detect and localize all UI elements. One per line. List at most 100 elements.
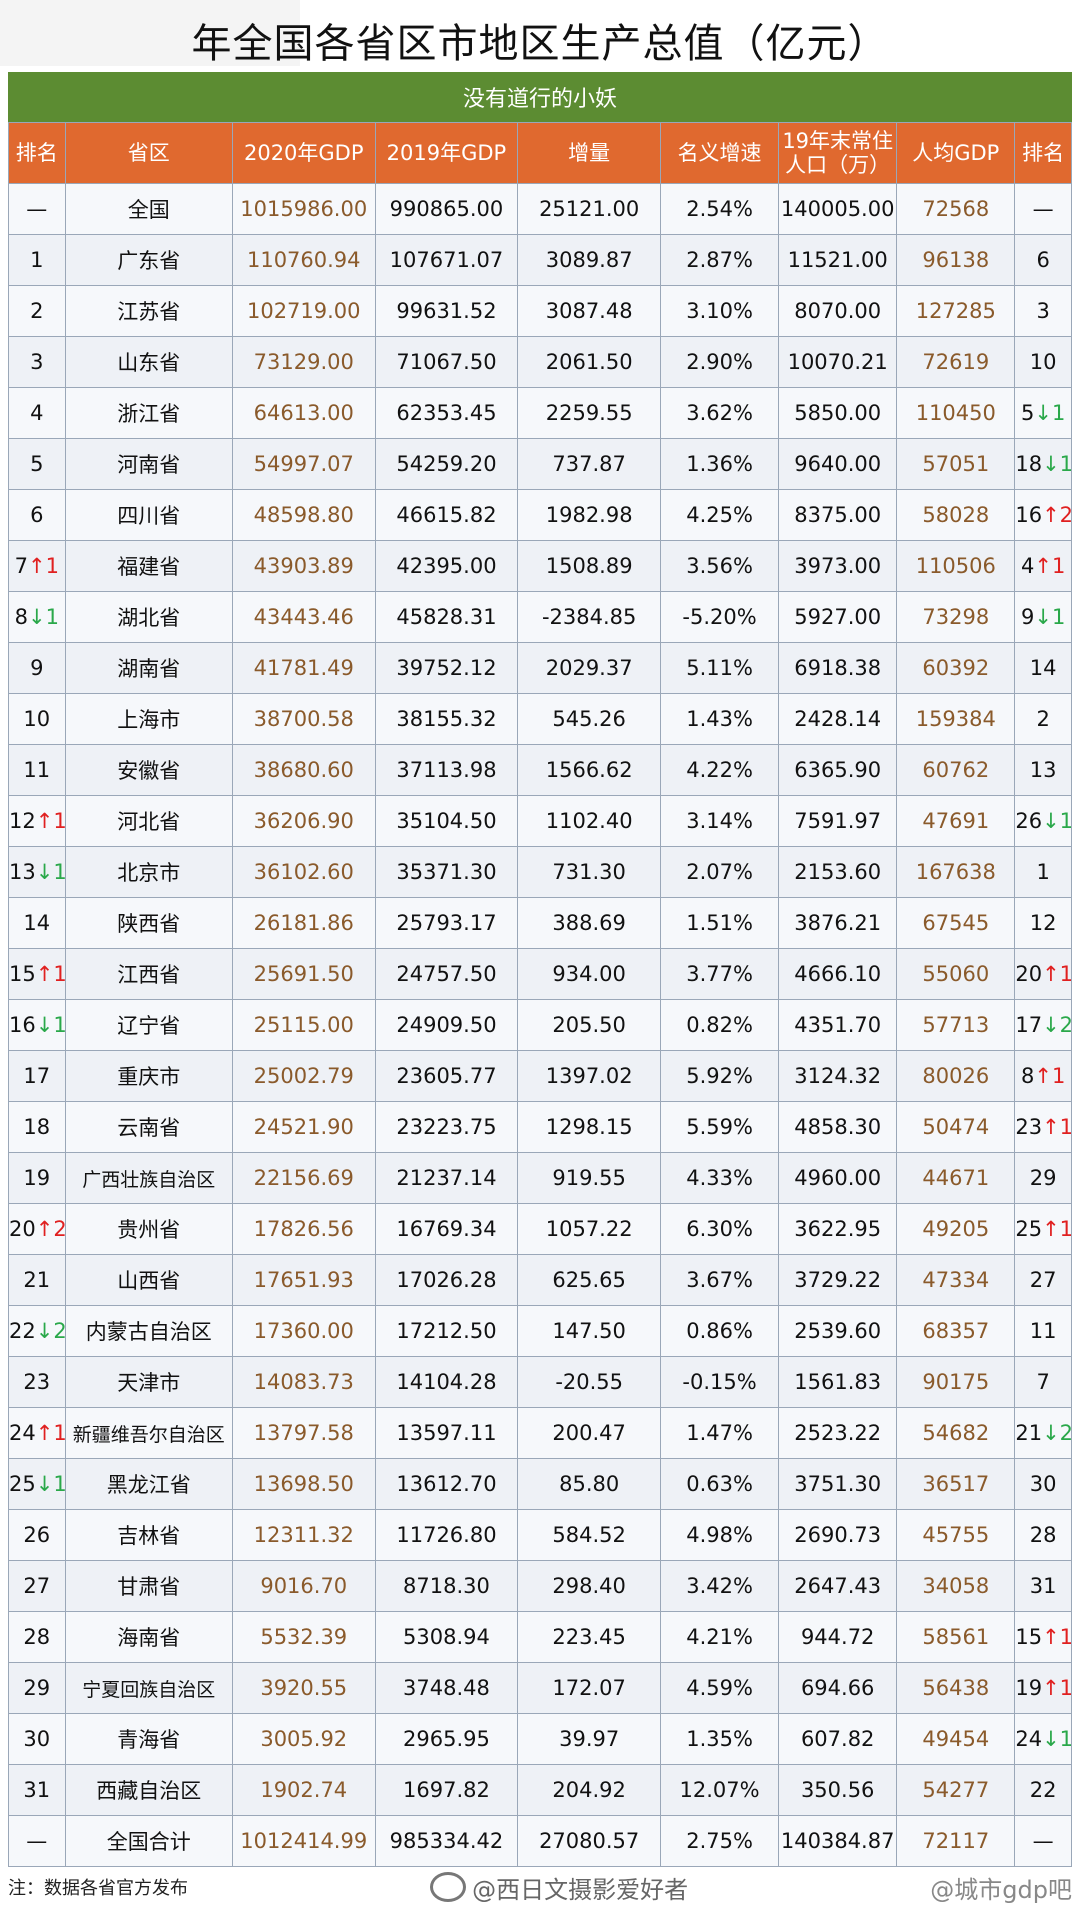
- cell-growth: 0.63%: [660, 1458, 780, 1510]
- cell-growth: -5.20%: [660, 591, 780, 643]
- cell-rank2-value: 31: [1029, 1574, 1057, 1598]
- cell-per-capita-value: 50474: [922, 1115, 990, 1139]
- cell-increase: 298.40: [517, 1560, 662, 1612]
- cell-growth-value: 1.35%: [686, 1727, 753, 1751]
- cell-increase-value: 545.26: [552, 707, 626, 731]
- cell-increase-value: 27080.57: [539, 1829, 640, 1853]
- cell-growth: 2.90%: [660, 336, 780, 388]
- cell-gdp2019: 3748.48: [374, 1662, 519, 1714]
- cell-per-capita-value: 80026: [922, 1064, 990, 1088]
- cell-population-value: 4351.70: [794, 1013, 882, 1037]
- cell-province-value: 广东省: [117, 249, 181, 273]
- rank-change-down: ↓1: [35, 1013, 66, 1037]
- cell-rank2: 26↓1: [1014, 795, 1072, 847]
- cell-province-value: 陕西省: [117, 912, 181, 936]
- table-row: 23 天津市 14083.73 14104.28 -20.55 -0.15% 1561.83…: [8, 1356, 1072, 1408]
- cell-increase-value: 2029.37: [545, 656, 633, 680]
- cell-rank-value: 13: [9, 860, 36, 884]
- cell-growth-value: 3.67%: [686, 1268, 753, 1292]
- cell-gdp2019-value: 11726.80: [396, 1523, 497, 1547]
- cell-growth-value: 4.33%: [686, 1166, 753, 1190]
- cell-population: 8070.00: [778, 285, 898, 337]
- cell-per-capita-value: 67545: [922, 911, 990, 935]
- cell-rank: 21: [8, 1254, 66, 1306]
- table-row: 15↑1 江西省 25691.50 24757.50 934.00 3.77% 4666.1…: [8, 948, 1072, 1000]
- cell-gdp2020-value: 43903.89: [253, 554, 354, 578]
- rank-change-down: ↓1: [1042, 1727, 1072, 1751]
- cell-rank2-value: 25: [1015, 1217, 1043, 1241]
- cell-per-capita-value: 49454: [922, 1727, 990, 1751]
- cell-rank-value: —: [26, 197, 48, 221]
- footer-note: 注：数据各省官方发布: [8, 1878, 188, 1899]
- cell-population-value: 944.72: [800, 1625, 875, 1649]
- cell-growth: 1.43%: [660, 693, 780, 745]
- cell-rank-value: 29: [23, 1676, 51, 1700]
- rank-change-down: ↓2: [1042, 1013, 1072, 1037]
- cell-gdp2019: 99631.52: [374, 285, 519, 337]
- cell-rank-value: 11: [23, 758, 51, 782]
- cell-province: 全国: [64, 183, 233, 235]
- cell-gdp2019: 985334.42: [374, 1815, 519, 1867]
- cell-population: 2690.73: [778, 1509, 898, 1561]
- cell-province-value: 全国: [127, 198, 170, 222]
- cell-growth-value: 0.82%: [686, 1013, 753, 1037]
- cell-rank2: 1: [1014, 846, 1072, 898]
- cell-increase: 545.26: [517, 693, 662, 745]
- cell-rank2: 19↑1: [1014, 1662, 1072, 1714]
- rank-change-up: ↑1: [35, 962, 66, 986]
- cell-growth: -0.15%: [660, 1356, 780, 1408]
- cell-rank2: 8↑1: [1014, 1050, 1072, 1102]
- cell-province: 甘肃省: [64, 1560, 233, 1612]
- cell-rank2-value: 3: [1036, 299, 1050, 323]
- cell-population-value: 4666.10: [794, 962, 882, 986]
- cell-gdp2020: 48598.80: [231, 489, 376, 541]
- cell-population: 4858.30: [778, 1101, 898, 1153]
- cell-gdp2019-value: 5308.94: [403, 1625, 490, 1649]
- cell-population: 3751.30: [778, 1458, 898, 1510]
- cell-province: 四川省: [64, 489, 233, 541]
- cell-rank2: 22: [1014, 1764, 1072, 1816]
- cell-gdp2020: 25115.00: [231, 999, 376, 1051]
- weibo-icon: [430, 1872, 467, 1902]
- cell-per-capita: 34058: [896, 1560, 1016, 1612]
- cell-population: 8375.00: [778, 489, 898, 541]
- rank-change-up: ↑1: [1034, 1064, 1066, 1088]
- cell-rank2-value: 30: [1029, 1472, 1057, 1496]
- cell-province: 广西壮族自治区: [64, 1152, 233, 1204]
- cell-growth-value: 3.77%: [686, 962, 753, 986]
- cell-growth-value: 3.56%: [686, 554, 753, 578]
- cell-per-capita-value: 127285: [915, 299, 996, 323]
- cell-province: 河南省: [64, 438, 233, 490]
- cell-increase: 147.50: [517, 1305, 662, 1357]
- cell-population-value: 2690.73: [794, 1523, 882, 1547]
- cell-growth-value: 1.47%: [686, 1421, 753, 1445]
- header-increase: 增量: [517, 122, 662, 184]
- cell-increase: 205.50: [517, 999, 662, 1051]
- footer: 注：数据各省官方发布 @西日文摄影爱好者 @城市gdp吧: [8, 1864, 1072, 1910]
- cell-increase-value: 1057.22: [545, 1217, 633, 1241]
- cell-per-capita: 57713: [896, 999, 1016, 1051]
- cell-per-capita: 56438: [896, 1662, 1016, 1714]
- cell-province-value: 山东省: [117, 351, 181, 375]
- cell-province-value: 上海市: [117, 708, 181, 732]
- cell-population-value: 7591.97: [794, 809, 882, 833]
- cell-gdp2019-value: 13597.11: [396, 1421, 497, 1445]
- cell-per-capita: 80026: [896, 1050, 1016, 1102]
- cell-increase-value: 731.30: [552, 860, 626, 884]
- cell-population-value: 694.66: [800, 1676, 875, 1700]
- cell-rank2-value: 21: [1015, 1421, 1043, 1445]
- cell-province: 吉林省: [64, 1509, 233, 1561]
- cell-population-value: 8375.00: [794, 503, 882, 527]
- cell-gdp2019: 35371.30: [374, 846, 519, 898]
- cell-gdp2019: 107671.07: [374, 234, 519, 286]
- table-row: 4 浙江省 64613.00 62353.45 2259.55 3.62% 5850.00 1…: [8, 387, 1072, 439]
- cell-growth-value: 5.59%: [686, 1115, 753, 1139]
- cell-gdp2019-value: 38155.32: [396, 707, 497, 731]
- header-rank: 排名: [8, 122, 66, 184]
- header-gdp2020: 2020年GDP: [231, 122, 376, 184]
- cell-province: 新疆维吾尔自治区: [64, 1407, 233, 1459]
- cell-province: 内蒙古自治区: [64, 1305, 233, 1357]
- rank-change-down: ↓1: [35, 860, 66, 884]
- cell-province: 天津市: [64, 1356, 233, 1408]
- cell-growth: 2.07%: [660, 846, 780, 898]
